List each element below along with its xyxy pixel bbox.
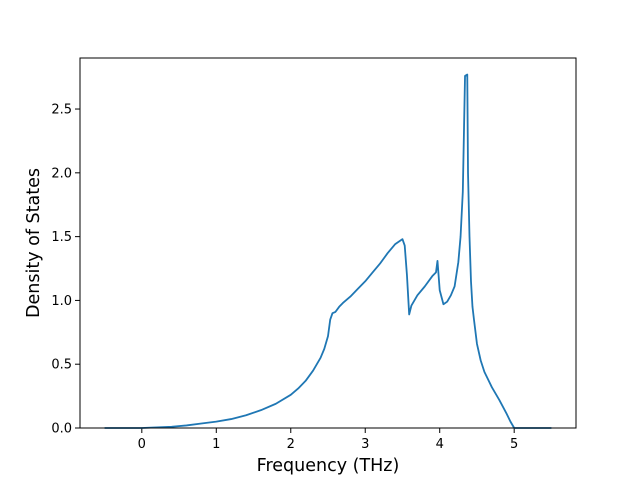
x-axis-label: Frequency (THz)	[257, 456, 400, 476]
y-tick-label: 1.5	[51, 230, 72, 245]
dos-series-line	[104, 73, 552, 429]
x-tick-label: 4	[436, 437, 444, 452]
y-axis-label: Density of States	[24, 168, 44, 318]
plot-area	[80, 58, 576, 428]
x-tick-label: 0	[138, 437, 146, 452]
x-tick-label: 5	[510, 437, 518, 452]
y-tick-label: 0.5	[51, 358, 72, 373]
y-tick-label: 1.0	[51, 294, 72, 309]
plot-frame	[79, 57, 577, 429]
y-tick-label: 0.0	[51, 422, 72, 437]
x-tick-label: 3	[361, 437, 369, 452]
x-tick-label: 2	[287, 437, 295, 452]
y-tick-label: 2.0	[51, 166, 72, 181]
y-tick-label: 2.5	[51, 103, 72, 118]
x-tick-label: 1	[212, 437, 220, 452]
ticks-layer: 0 1 2 3 4 5 0.0 0.5 1.0 1.5 2.0 2.5	[51, 103, 518, 452]
